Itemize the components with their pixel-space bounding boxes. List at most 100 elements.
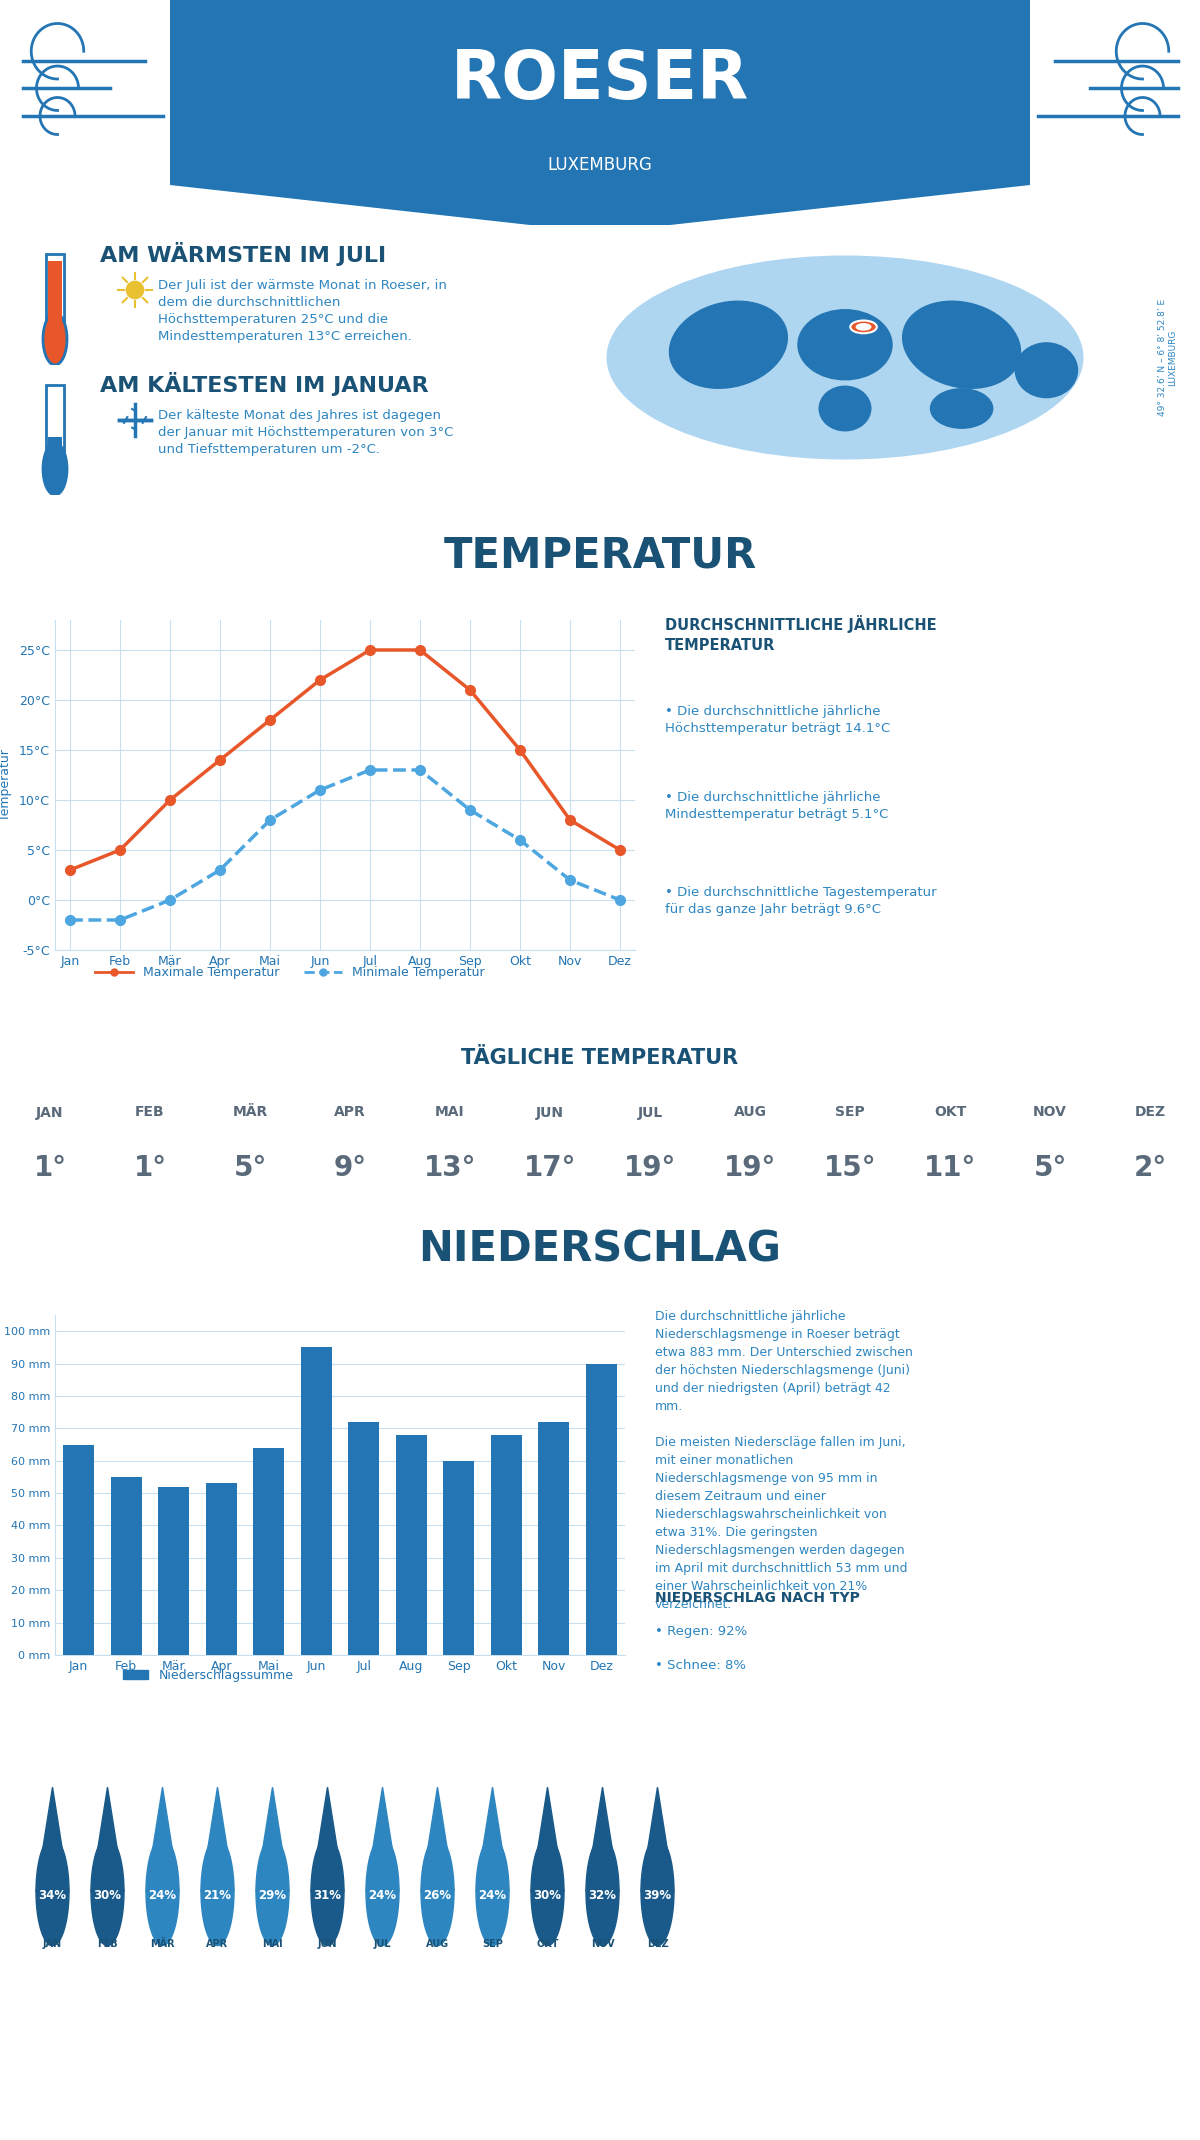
- Text: • Die durchschnittliche jährliche
Mindesttemperatur beträgt 5.1°C: • Die durchschnittliche jährliche Mindes…: [665, 792, 888, 822]
- Text: 17°: 17°: [523, 1153, 576, 1181]
- Text: MÄR: MÄR: [233, 1106, 268, 1119]
- Text: 13°: 13°: [424, 1153, 476, 1181]
- Ellipse shape: [818, 385, 871, 432]
- Text: 5°: 5°: [233, 1153, 266, 1181]
- Text: 32%: 32%: [588, 1890, 617, 1902]
- Polygon shape: [476, 1838, 509, 1945]
- Text: 34%: 34%: [38, 1890, 66, 1902]
- Bar: [110, 1477, 142, 1654]
- Text: NIEDERSCHLAG: NIEDERSCHLAG: [419, 1228, 781, 1271]
- Polygon shape: [311, 1787, 344, 1892]
- Polygon shape: [202, 1787, 234, 1892]
- Circle shape: [851, 321, 877, 334]
- Text: FEB: FEB: [136, 1106, 164, 1119]
- Text: 26%: 26%: [424, 1890, 451, 1902]
- Polygon shape: [256, 1787, 289, 1892]
- Bar: [396, 1434, 427, 1654]
- Polygon shape: [146, 1838, 179, 1945]
- Text: 11°: 11°: [924, 1153, 976, 1181]
- Text: TEMPERATUR: TEMPERATUR: [443, 535, 757, 576]
- Text: 15°: 15°: [823, 1153, 876, 1181]
- Text: 24%: 24%: [479, 1890, 506, 1902]
- Polygon shape: [256, 1838, 289, 1945]
- Text: 24%: 24%: [149, 1890, 176, 1902]
- Circle shape: [856, 323, 871, 332]
- Text: AUG: AUG: [733, 1106, 767, 1119]
- Text: 19°: 19°: [624, 1153, 676, 1181]
- Text: 29%: 29%: [258, 1890, 287, 1902]
- Bar: [48, 261, 62, 332]
- Polygon shape: [641, 1787, 674, 1892]
- Text: 1°: 1°: [34, 1153, 66, 1181]
- Legend: Niederschlagssumme: Niederschlagssumme: [119, 1663, 299, 1686]
- Text: 31%: 31%: [313, 1890, 342, 1902]
- Text: 2°: 2°: [1133, 1153, 1166, 1181]
- Bar: [46, 255, 64, 332]
- Text: TÄGLICHE TEMPERATUR: TÄGLICHE TEMPERATUR: [462, 1046, 738, 1068]
- Polygon shape: [586, 1838, 619, 1945]
- Polygon shape: [421, 1838, 454, 1945]
- Text: Der Juli ist der wärmste Monat in Roeser, in
dem die durchschnittlichen
Höchstte: Der Juli ist der wärmste Monat in Roeser…: [158, 278, 448, 342]
- Y-axis label: Temperatur: Temperatur: [0, 749, 12, 822]
- Ellipse shape: [668, 300, 788, 389]
- Text: Die durchschnittliche jährliche
Niederschlagsmenge in Roeser beträgt
etwa 883 mm: Die durchschnittliche jährliche Niedersc…: [655, 1310, 913, 1611]
- Bar: [348, 1421, 379, 1654]
- Text: cc: cc: [24, 2101, 36, 2112]
- Text: =: =: [106, 2101, 114, 2112]
- Polygon shape: [366, 1787, 398, 1892]
- Ellipse shape: [606, 255, 1084, 460]
- Text: ROESER: ROESER: [451, 47, 749, 113]
- Text: • Die durchschnittliche jährliche
Höchsttemperatur beträgt 14.1°C: • Die durchschnittliche jährliche Höchst…: [665, 706, 890, 736]
- Polygon shape: [36, 1787, 70, 1892]
- Polygon shape: [530, 1787, 564, 1892]
- Text: • Regen: 92%: • Regen: 92%: [655, 1624, 748, 1637]
- Bar: [46, 385, 64, 462]
- Text: 24%: 24%: [368, 1890, 396, 1902]
- Bar: [158, 1487, 190, 1654]
- Text: CC BY-ND 4.0: CC BY-ND 4.0: [154, 2101, 238, 2114]
- Text: 9°: 9°: [334, 1153, 366, 1181]
- Text: JAN: JAN: [36, 1106, 64, 1119]
- Bar: [206, 1483, 236, 1654]
- Circle shape: [43, 443, 67, 494]
- Text: 49° 32.6’ N – 6° 8’ 52.8’ E
LUXEMBURG: 49° 32.6’ N – 6° 8’ 52.8’ E LUXEMBURG: [1158, 300, 1177, 415]
- Text: NIEDERSCHLAG NACH TYP: NIEDERSCHLAG NACH TYP: [655, 1592, 860, 1605]
- Polygon shape: [586, 1787, 619, 1892]
- Text: JUL: JUL: [373, 1939, 391, 1950]
- Text: FEB: FEB: [97, 1939, 118, 1950]
- Text: MAI: MAI: [436, 1106, 464, 1119]
- Circle shape: [126, 280, 144, 300]
- Text: MAI: MAI: [262, 1939, 283, 1950]
- Legend: Maximale Temperatur, Minimale Temperatur: Maximale Temperatur, Minimale Temperatur: [90, 961, 490, 984]
- Text: DEZ: DEZ: [647, 1939, 668, 1950]
- Polygon shape: [202, 1838, 234, 1945]
- Ellipse shape: [797, 308, 893, 381]
- Text: NIEDERSCHLAGSWAHRSCHEINLICHKEIT: NIEDERSCHLAGSWAHRSCHEINLICHKEIT: [187, 1753, 523, 1768]
- Circle shape: [49, 533, 91, 576]
- Text: AUG: AUG: [426, 1939, 449, 1950]
- Text: 5°: 5°: [1033, 1153, 1067, 1181]
- Text: 19°: 19°: [724, 1153, 776, 1181]
- Text: SEP: SEP: [482, 1939, 503, 1950]
- Polygon shape: [532, 1838, 564, 1945]
- Text: 30%: 30%: [94, 1890, 121, 1902]
- Text: Der kälteste Monat des Jahres ist dagegen
der Januar mit Höchsttemperaturen von : Der kälteste Monat des Jahres ist dagege…: [158, 409, 454, 456]
- Ellipse shape: [902, 300, 1021, 389]
- Text: DEZ: DEZ: [1134, 1106, 1165, 1119]
- Bar: [64, 1444, 94, 1654]
- Polygon shape: [641, 1838, 674, 1945]
- Polygon shape: [311, 1838, 344, 1945]
- Text: APR: APR: [334, 1106, 366, 1119]
- Text: APR: APR: [206, 1939, 228, 1950]
- Text: 21%: 21%: [204, 1890, 232, 1902]
- Polygon shape: [146, 1787, 179, 1892]
- Ellipse shape: [1015, 342, 1079, 398]
- Bar: [443, 1462, 474, 1654]
- Bar: [48, 437, 62, 462]
- Text: • Schnee: 8%: • Schnee: 8%: [655, 1658, 746, 1671]
- Text: METEOATLAS.DE: METEOATLAS.DE: [966, 2097, 1172, 2116]
- Text: • Die durchschnittliche Tagestemperatur
für das ganze Jahr beträgt 9.6°C: • Die durchschnittliche Tagestemperatur …: [665, 886, 937, 916]
- Text: LUXEMBURG: LUXEMBURG: [547, 156, 653, 173]
- Polygon shape: [476, 1787, 509, 1892]
- Bar: [539, 1421, 569, 1654]
